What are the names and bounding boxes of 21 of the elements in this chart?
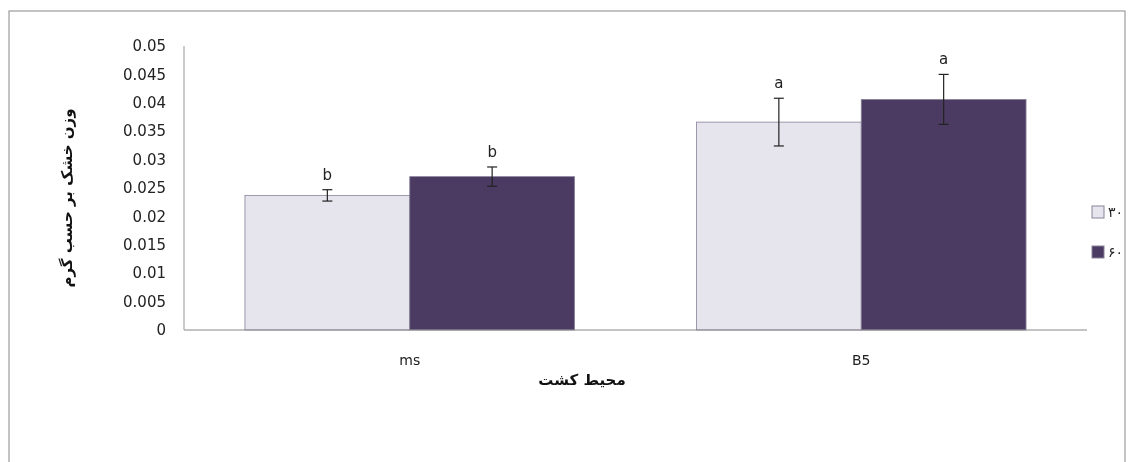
annotation: b (322, 165, 333, 184)
y-tick-label: 0.05 (132, 37, 166, 56)
legend-label: ۶۰ (1108, 243, 1124, 260)
x-axis-title: محیط کشت (538, 371, 626, 389)
legend-label: ۳۰ (1108, 203, 1124, 220)
annotation: a (939, 50, 949, 69)
y-axis-title: وزن خشک بر حسب گرم (58, 108, 76, 288)
y-tick-label: 0.015 (123, 236, 166, 255)
y-tick-label: 0.025 (123, 179, 166, 198)
y-tick-label: 0.03 (132, 150, 166, 169)
x-tick-label: ms (399, 352, 421, 368)
annotation: a (774, 74, 784, 93)
y-tick-label: 0.04 (132, 94, 166, 113)
x-tick-label: B5 (851, 352, 871, 368)
y-tick-label: 0.035 (123, 122, 166, 141)
y-tick-label: 0.005 (123, 292, 166, 311)
y-tick-label: 0.01 (132, 264, 166, 283)
y-tick-label: 0.02 (132, 207, 166, 226)
y-tick-label: 0 (156, 321, 166, 340)
annotation: b (487, 142, 497, 161)
y-tick-label: 0.045 (123, 65, 166, 84)
